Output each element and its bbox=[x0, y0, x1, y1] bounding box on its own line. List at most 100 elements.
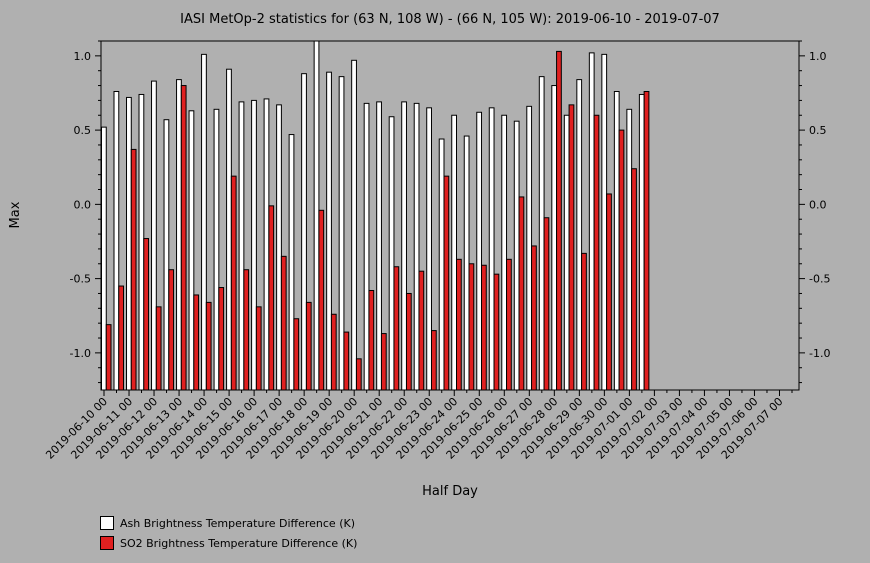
bar-so2 bbox=[205, 301, 212, 391]
bar-so2 bbox=[393, 266, 400, 391]
bars-group bbox=[101, 40, 650, 391]
y-tick-label-left: 0.0 bbox=[74, 198, 92, 211]
y-tick-label-right: 1.0 bbox=[809, 50, 827, 63]
bar-ash bbox=[363, 102, 370, 391]
bar-so2 bbox=[355, 358, 362, 391]
bar-so2 bbox=[368, 289, 375, 391]
bar-so2 bbox=[380, 333, 387, 391]
bar-so2 bbox=[343, 331, 350, 391]
bar-so2 bbox=[443, 175, 450, 391]
bar-ash bbox=[276, 104, 282, 391]
bar-so2 bbox=[180, 85, 187, 391]
bar-ash bbox=[176, 79, 182, 391]
bar-so2 bbox=[531, 245, 537, 391]
bar-ash bbox=[563, 114, 570, 391]
bar-ash bbox=[638, 93, 645, 391]
bar-ash bbox=[201, 53, 207, 391]
bar-ash bbox=[601, 53, 608, 391]
bar-so2 bbox=[280, 255, 287, 391]
bar-ash bbox=[413, 102, 420, 391]
bar-so2 bbox=[293, 318, 300, 391]
bar-ash bbox=[351, 59, 357, 391]
bar-so2 bbox=[418, 270, 425, 391]
bar-so2 bbox=[155, 306, 162, 391]
bar-ash bbox=[451, 114, 458, 391]
bar-so2 bbox=[581, 252, 587, 391]
bar-so2 bbox=[493, 273, 500, 391]
bar-ash bbox=[213, 108, 220, 391]
bar-so2 bbox=[330, 313, 337, 391]
y-tick-label-left: -1.0 bbox=[70, 347, 91, 360]
bar-so2 bbox=[268, 205, 275, 391]
legend-item-ash: Ash Brightness Temperature Difference (K… bbox=[100, 513, 357, 533]
y-tick-label-right: 0.5 bbox=[809, 124, 827, 137]
bar-so2 bbox=[430, 330, 437, 391]
bar-so2 bbox=[468, 263, 475, 391]
bar-so2 bbox=[593, 114, 600, 391]
legend-swatch-ash bbox=[100, 516, 114, 530]
bar-ash bbox=[588, 52, 595, 391]
y-tick-label-left: 0.5 bbox=[74, 124, 92, 137]
bar-so2 bbox=[618, 129, 625, 391]
bar-ash bbox=[263, 98, 270, 391]
bar-ash bbox=[551, 85, 558, 391]
legend: Ash Brightness Temperature Difference (K… bbox=[100, 513, 357, 553]
bar-ash bbox=[376, 101, 382, 391]
bar-ash bbox=[613, 90, 620, 391]
bar-so2 bbox=[193, 294, 200, 391]
bar-ash bbox=[388, 116, 395, 391]
bar-ash bbox=[301, 73, 307, 391]
legend-label-ash: Ash Brightness Temperature Difference (K… bbox=[120, 516, 355, 530]
legend-item-so2: SO2 Brightness Temperature Difference (K… bbox=[100, 533, 357, 553]
bar-ash bbox=[151, 80, 157, 391]
bar-so2 bbox=[643, 90, 650, 391]
bar-ash bbox=[501, 114, 508, 391]
bar-ash bbox=[326, 71, 332, 391]
bar-ash bbox=[513, 120, 520, 391]
bar-ash bbox=[476, 111, 483, 391]
bar-so2 bbox=[230, 175, 237, 391]
legend-label-so2: SO2 Brightness Temperature Difference (K… bbox=[120, 536, 358, 550]
bar-so2 bbox=[218, 287, 225, 391]
bar-so2 bbox=[305, 301, 312, 391]
bar-so2 bbox=[118, 285, 125, 391]
bar-ash bbox=[401, 101, 407, 391]
bar-ash bbox=[238, 101, 245, 391]
bar-so2 bbox=[543, 217, 550, 391]
bar-so2 bbox=[143, 238, 150, 391]
chart-title: IASI MetOp-2 statistics for (63 N, 108 W… bbox=[180, 12, 720, 27]
y-tick-label-right: -0.5 bbox=[809, 273, 830, 286]
bar-ash bbox=[313, 40, 320, 391]
bar-so2 bbox=[130, 148, 137, 391]
y-tick-label-left: 1.0 bbox=[74, 50, 92, 63]
bar-ash bbox=[626, 108, 633, 391]
bar-ash bbox=[463, 135, 470, 391]
bar-ash bbox=[438, 138, 445, 391]
bar-ash bbox=[188, 110, 195, 391]
bar-ash bbox=[488, 107, 495, 391]
y-tick-label-left: -0.5 bbox=[70, 273, 91, 286]
bar-ash bbox=[426, 107, 432, 391]
bar-so2 bbox=[168, 269, 175, 391]
y-axis-left: -1.0 -0.5 0.0 0.5 1.0 bbox=[70, 40, 101, 384]
bar-so2 bbox=[568, 104, 575, 391]
bar-ash bbox=[138, 93, 145, 391]
bar-ash bbox=[288, 134, 295, 391]
bar-so2 bbox=[105, 324, 112, 391]
y-tick-label-right: -1.0 bbox=[809, 347, 830, 360]
bar-so2 bbox=[481, 264, 487, 391]
bar-ash bbox=[338, 76, 345, 391]
x-axis-label: Half Day bbox=[422, 484, 478, 499]
bar-so2 bbox=[318, 209, 325, 391]
bar-so2 bbox=[606, 193, 612, 391]
bar-ash bbox=[126, 96, 132, 391]
y-axis-right: -1.0 -0.5 0.0 0.5 1.0 bbox=[799, 40, 830, 384]
bar-ash bbox=[576, 79, 583, 391]
bar-so2 bbox=[243, 269, 250, 391]
bar-so2 bbox=[556, 50, 562, 391]
bar-ash bbox=[251, 99, 257, 391]
bar-ash bbox=[113, 90, 120, 391]
y-tick-label-right: 0.0 bbox=[809, 198, 827, 211]
